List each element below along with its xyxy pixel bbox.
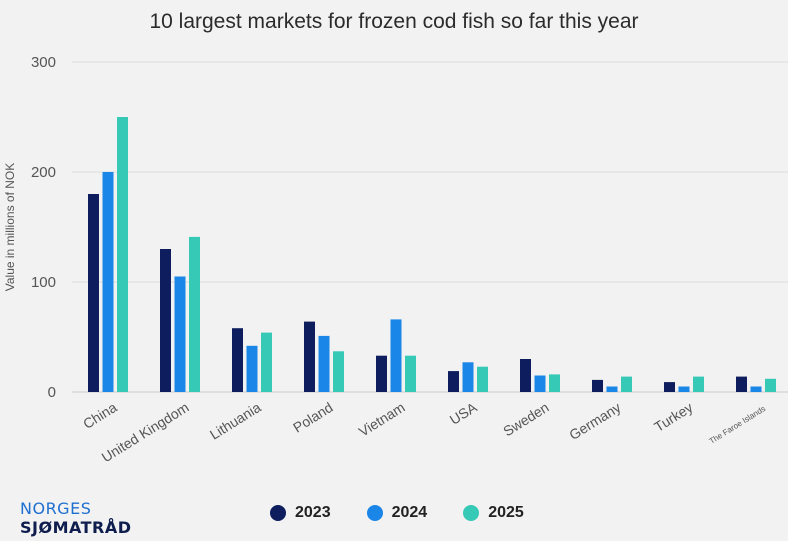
bar-2024-the-faroe-islands[interactable] (750, 386, 762, 393)
bar-2024-germany[interactable] (606, 386, 618, 393)
y-tick-label: 200 (31, 164, 56, 181)
x-tick-label: Poland (290, 399, 335, 436)
bar-2023-united-kingdom[interactable] (160, 249, 171, 392)
bar-2023-sweden[interactable] (520, 359, 531, 392)
bar-2023-germany[interactable] (592, 379, 603, 392)
x-tick-label: USA (447, 399, 480, 428)
bar-2024-turkey[interactable] (678, 386, 690, 393)
bar-2023-turkey[interactable] (664, 382, 675, 392)
bars (88, 117, 776, 392)
bar-2025-china[interactable] (117, 117, 128, 392)
bar-2025-usa[interactable] (477, 366, 488, 392)
x-tick-label: China (80, 399, 120, 432)
bar-2025-poland[interactable] (333, 351, 344, 392)
bar-2025-germany[interactable] (621, 376, 632, 392)
y-tick-label: 0 (48, 384, 56, 401)
bar-2025-vietnam[interactable] (405, 355, 416, 392)
legend: 2023 2024 2025 (270, 504, 524, 522)
bar-2024-united-kingdom[interactable] (174, 276, 186, 393)
x-tick-label: Lithuania (207, 399, 264, 443)
bar-2025-the-faroe-islands[interactable] (765, 378, 776, 392)
bar-2023-vietnam[interactable] (376, 355, 387, 392)
y-axis-label: Value in millions of NOK (3, 163, 17, 292)
x-tick-label: Germany (566, 399, 623, 443)
bar-2023-usa[interactable] (448, 371, 459, 392)
legend-label-2025: 2025 (488, 504, 524, 521)
bar-2025-sweden[interactable] (549, 374, 560, 392)
bar-2025-united-kingdom[interactable] (189, 236, 200, 392)
legend-label-2023: 2023 (295, 504, 331, 521)
bar-2023-the-faroe-islands[interactable] (736, 376, 747, 392)
bar-2024-poland[interactable] (318, 335, 330, 392)
x-tick-label: Vietnam (356, 399, 408, 440)
bar-2023-lithuania[interactable] (232, 328, 243, 392)
x-tick-label: The Faroe Islands (708, 404, 767, 446)
bar-2024-sweden[interactable] (534, 375, 546, 393)
brand-logo: NORGES SJØMATRÅD (20, 499, 132, 537)
bar-2024-lithuania[interactable] (246, 345, 258, 392)
legend-swatch-2025 (463, 505, 480, 521)
bar-chart: 0 100 200 300 Value in millions of NOK Chin… (3, 54, 788, 466)
bar-2024-vietnam[interactable] (390, 319, 402, 392)
chart-title: 10 largest markets for frozen cod fish s… (149, 10, 639, 33)
x-tick-label: Sweden (500, 399, 551, 439)
legend-item-2024[interactable]: 2024 (366, 504, 428, 522)
logo-text-norges: NORGES (20, 499, 92, 518)
legend-label-2024: 2024 (391, 504, 428, 521)
bar-2023-poland[interactable] (304, 321, 315, 392)
bar-2025-turkey[interactable] (693, 376, 704, 392)
bar-2023-china[interactable] (88, 194, 99, 392)
bar-2025-lithuania[interactable] (261, 332, 272, 392)
bar-2024-china[interactable] (102, 172, 114, 392)
y-tick-label: 100 (31, 274, 56, 291)
logo-text-sjomatrad: SJØMATRÅD (20, 518, 132, 537)
bar-2024-usa[interactable] (462, 362, 474, 392)
legend-item-2025[interactable]: 2025 (463, 504, 524, 522)
legend-swatch-2024 (366, 505, 383, 521)
y-axis-ticks: 0 100 200 300 (31, 54, 56, 401)
x-tick-label: Turkey (651, 399, 695, 435)
legend-swatch-2023 (270, 505, 286, 521)
legend-item-2023[interactable]: 2023 (270, 504, 331, 522)
y-tick-label: 300 (31, 54, 56, 71)
